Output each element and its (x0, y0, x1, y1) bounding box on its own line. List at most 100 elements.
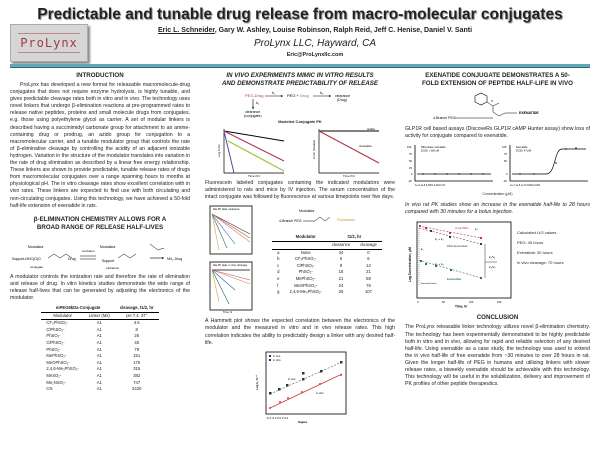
table-row: 2,4,6-Me₃PhSO₂- A1 315 (46, 366, 141, 372)
svg-text:Sigma: Sigma (298, 420, 307, 424)
svg-text:0: 0 (411, 172, 413, 176)
modeled-pk-scaled-chart: stable cleavable Conc (Scaled) Time (hr) (313, 127, 379, 177)
calculated-halflives: Calculated t1/2 values PEG: 45 hours Exe… (517, 220, 563, 308)
table-row: Me₂NSO₂- A1 747 (46, 379, 141, 385)
svg-text:PEG-Drug: PEG-Drug (245, 93, 263, 98)
svg-text:Modulator: Modulator (100, 245, 116, 249)
svg-text:conjugate: conjugate (30, 265, 43, 269)
svg-text:(Drug): (Drug) (337, 98, 347, 102)
svg-text:clearance: clearance (245, 110, 260, 114)
table-row: b CF₃PhSO₂- 5 6 (277, 256, 370, 262)
svg-text:EC50: 47 pM: EC50: 47 pM (516, 149, 531, 153)
svg-text:Exenatide bolus: Exenatide bolus (421, 282, 437, 285)
svg-text:Modulator: Modulator (28, 245, 44, 249)
logo-line-top (18, 33, 80, 34)
exenatide-conjugate-structure: S 4-Branch PEG EXENATIDE (433, 92, 539, 120)
table-row: PhSO₂- A1 78 (46, 346, 140, 352)
svg-text:75: 75 (504, 152, 507, 156)
modeled-pk-log-chart: Log Conc Time (hr) (218, 129, 284, 177)
calc-exenatide: Exenatide: 30 hours (517, 250, 553, 256)
exenatide-heading-line2: FOLD EXTENSION OF PEPTIDE HALF-LIFE IN V… (422, 80, 573, 87)
svg-text:0: 0 (417, 300, 419, 304)
contact-email[interactable]: Eric@ProLynxllc.com (286, 52, 344, 58)
svg-text:1e-7 1e-6 1e-5 0.0001 0.001: 1e-7 1e-6 1e-5 0.0001 0.001 (510, 184, 541, 187)
table-row: MeOPhSO₂- A1 176 (46, 359, 141, 365)
svg-text:cleavable: cleavable (359, 144, 372, 148)
invivo-caption: Fluorescein labeled conjugates containin… (205, 180, 395, 201)
table-row: MePhSO₂- A1 151 (46, 353, 141, 359)
fluorescein-conjugate-structure: Modulator 4-Branch PEG Fluorescein (279, 209, 355, 223)
exenatide-heading-line1: EXENATIDE CONJUGATE DEMONSTRATES A 50- (425, 72, 570, 79)
svg-text:Conj-PEG: Conj-PEG (455, 226, 469, 230)
conclusion-heading: CONCLUSION (476, 314, 519, 322)
svg-text:carbanion: carbanion (106, 266, 120, 270)
support-label: Support-NHC(O)O (12, 257, 41, 261)
svg-text:clearance: clearance (335, 94, 350, 98)
svg-text:Rat PK data, in vitro cleavage: Rat PK data, in vitro cleavage (213, 263, 248, 267)
svg-text:PEG +: PEG + (287, 93, 300, 98)
svg-text:Modulator: Modulator (299, 209, 315, 213)
table-group-conjugate: mPEG5kDa-Conjugate (41, 305, 115, 313)
poster-title: Predictable and tunable drug release fro… (37, 6, 563, 23)
assay-xlabel: Concentration (µM) (482, 192, 513, 197)
glp1r-assay-plots: 100 75 50 25 0 -25 PEG-linker exenatide EC50:… (405, 143, 590, 189)
beta-elimination-scheme: Support-NHC(O)O Modulator Drug conjugate… (10, 233, 190, 274)
table-row: c ClPhSO₂- 9 12 (277, 262, 371, 268)
affiliation: ProLynx LLC, Hayward, CA (253, 38, 377, 49)
table-row: CF₃PhSO₂- A1 4.5 (46, 320, 140, 326)
svg-text:in vitro: in vitro (316, 391, 324, 395)
svg-text:S: S (491, 99, 493, 103)
col-modulator: Modulator (284, 234, 327, 242)
intro-text: ProLynx has developed a new format for r… (10, 82, 190, 209)
table-row: CN A1 2420 (46, 386, 142, 392)
svg-text:Time (hr): Time (hr) (248, 174, 260, 177)
exenatide-pk-chart: Conj-PEG PEG-Exenatide Exenatide k₂ k₁ +… (408, 222, 512, 309)
svg-text:Log k, hr⁻¹: Log k, hr⁻¹ (255, 375, 259, 390)
svg-text:150: 150 (497, 300, 502, 304)
svg-text:50: 50 (504, 159, 507, 163)
svg-text:Time (hr): Time (hr) (343, 174, 355, 177)
co-authors: , Gary W. Ashley, Louise Robinson, Ralph… (214, 27, 473, 34)
svg-text:Drug: Drug (68, 257, 76, 261)
svg-text:4-Branch PEG: 4-Branch PEG (433, 116, 456, 120)
table-row: g 2,4,6-Me₃PhSO₂- 26 107 (277, 289, 372, 295)
svg-text:-25: -25 (503, 179, 507, 183)
table-row: MeSO₂- A1 382 (46, 373, 141, 378)
svg-text:50: 50 (409, 159, 412, 163)
table-row: PhSO₂- A1 26 (46, 333, 140, 339)
rat-pk-section: Rat PK data, clearance Rat PK data, in v… (205, 204, 395, 314)
rat-pk-plots: Rat PK data, clearance Rat PK data, in v… (205, 204, 255, 314)
table-row: f MeOPhSO₂- 24 76 (277, 282, 371, 288)
col-halflife: t1/2, hr (326, 234, 382, 242)
hammett-plot: in vivo in vitro in vivo in vitro -0.4 -… (205, 350, 395, 424)
svg-text:75: 75 (409, 152, 412, 156)
logo-line-bottom (18, 52, 80, 53)
peg-exenatide-assay-chart: 100 75 50 25 0 -25 PEG-linker exenatide EC50:… (407, 145, 493, 187)
intro-heading: INTRODUCTION (76, 72, 124, 79)
header-divider (10, 64, 590, 68)
hammett-chart: in vivo in vitro in vivo in vitro -0.4 -… (255, 351, 347, 424)
svg-text:Fluorescein: Fluorescein (337, 218, 355, 222)
svg-text:Time, hr: Time, hr (455, 305, 468, 309)
svg-text:stable: stable (367, 127, 375, 131)
svg-text:100: 100 (469, 300, 474, 304)
rat-pk-table-area: Modulator 4-Branch PEG Fluorescein Modul… (259, 204, 395, 314)
col-ph: pH 7.4, 37° (114, 312, 159, 321)
svg-text:k₃: k₃ (320, 91, 324, 95)
conclusion-text: The ProLynx releasable linker technology… (405, 324, 590, 388)
assay-caption: GLP1R cell based assays (DiscoveRx GLP1R… (405, 126, 590, 140)
svg-text:(conjugate): (conjugate) (244, 114, 262, 118)
col-clearance: clearance (326, 241, 356, 250)
invivo-heading-line2: AND DEMONSTRATE PREDICTABILITY OF RELEAS… (221, 80, 379, 87)
svg-text:Exenatide: Exenatide (447, 277, 462, 281)
svg-text:Drug: Drug (300, 93, 309, 98)
col-modulator: Modulator (41, 312, 84, 321)
svg-text:k₂: k₂ (256, 101, 260, 105)
pk-kinetic-scheme: PEG-Drug k₁ PEG + Drug k₃ clearance (Dru… (244, 91, 350, 118)
reaction-scheme-diagram: Support-NHC(O)O Modulator Drug conjugate… (12, 243, 182, 270)
svg-text:Log Concentration, µM: Log Concentration, µM (408, 248, 412, 283)
calc-peg: PEG: 45 hours (517, 240, 544, 246)
author-list: Eric L. Schneider, Gary W. Ashley, Louis… (90, 27, 540, 34)
svg-text:NH₂-Drug: NH₂-Drug (167, 257, 182, 261)
table-group-cleavage: cleavage, t1/2, hr (114, 305, 159, 313)
